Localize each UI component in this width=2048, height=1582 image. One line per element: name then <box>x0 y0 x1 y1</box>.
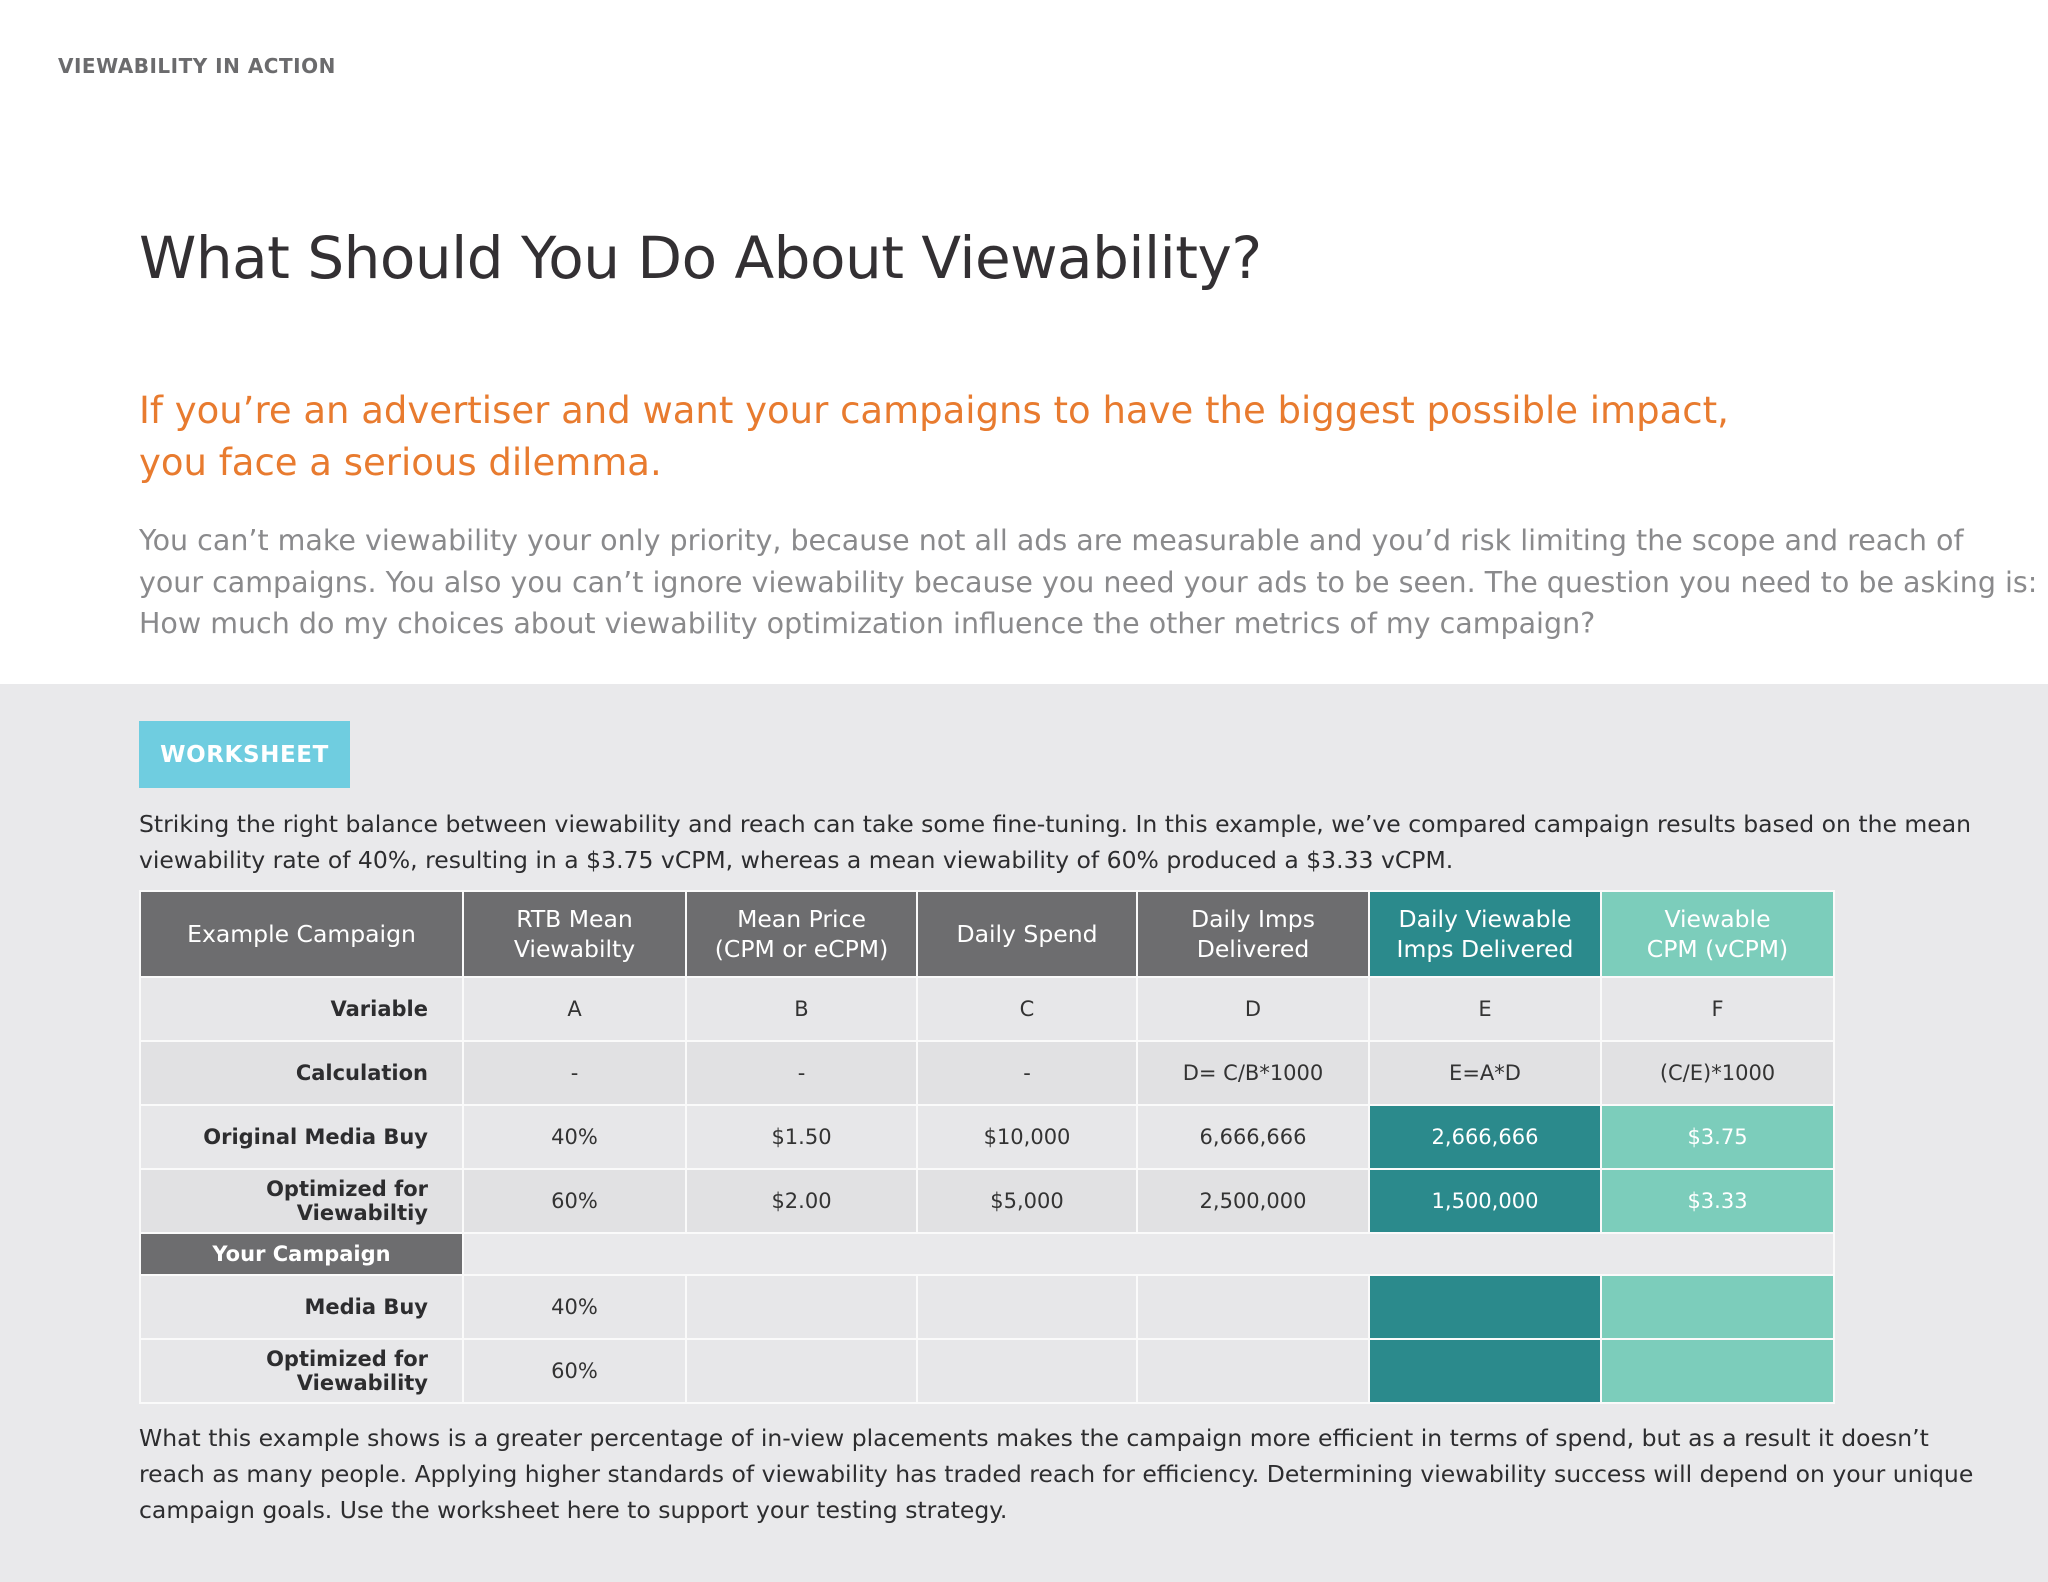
table-cell-empty[interactable] <box>916 1274 1138 1340</box>
table-cell: $1.50 <box>685 1104 918 1170</box>
table-cell-viewable-imps: 2,666,666 <box>1368 1104 1602 1170</box>
table-cell: $2.00 <box>685 1168 918 1234</box>
header-mean-price: Mean Price (CPM or eCPM) <box>685 890 918 978</box>
table-cell: B <box>685 976 918 1042</box>
table-cell: $10,000 <box>916 1104 1138 1170</box>
header-vcpm: Viewable CPM (vCPM) <box>1600 890 1835 978</box>
intro-line: How much do my choices about viewability… <box>139 607 1596 640</box>
table-cell: E=A*D <box>1368 1040 1602 1106</box>
worksheet-intro: Striking the right balance between viewa… <box>139 806 2019 878</box>
table-cell: A <box>462 976 687 1042</box>
table-cell: 2,500,000 <box>1136 1168 1370 1234</box>
row-label: Optimized for Viewabiltiy <box>139 1168 464 1234</box>
table-cell: $5,000 <box>916 1168 1138 1234</box>
table-row: Variable A B C D E F <box>139 976 1835 1042</box>
table-cell-empty[interactable] <box>916 1338 1138 1404</box>
your-campaign-label: Your Campaign <box>139 1232 464 1276</box>
your-campaign-row: Your Campaign <box>139 1232 1835 1276</box>
worksheet-intro-line: Striking the right balance between viewa… <box>139 810 1972 838</box>
table-cell-empty[interactable] <box>1136 1338 1370 1404</box>
table-cell: 40% <box>462 1104 687 1170</box>
table-row: Calculation - - - D= C/B*1000 E=A*D (C/E… <box>139 1040 1835 1106</box>
table-cell: - <box>916 1040 1138 1106</box>
table-cell: - <box>462 1040 687 1106</box>
table-cell-empty[interactable] <box>1136 1274 1370 1340</box>
table-row: Optimized for Viewabiltiy 60% $2.00 $5,0… <box>139 1168 1835 1234</box>
table-cell: D <box>1136 976 1370 1042</box>
table-cell: 6,666,666 <box>1136 1104 1370 1170</box>
page-title: What Should You Do About Viewability? <box>139 224 1262 292</box>
header-daily-viewable-imps: Daily Viewable Imps Delivered <box>1368 890 1602 978</box>
worksheet-conclusion-line: reach as many people. Applying higher st… <box>139 1460 1974 1488</box>
worksheet-intro-line: viewability rate of 40%, resulting in a … <box>139 846 1454 874</box>
table-cell-viewable-imps[interactable] <box>1368 1338 1602 1404</box>
table-cell: 40% <box>462 1274 687 1340</box>
intro-paragraph: You can’t make viewability your only pri… <box>139 520 2038 645</box>
table-cell-vcpm[interactable] <box>1600 1274 1835 1340</box>
row-label: Media Buy <box>139 1274 464 1340</box>
intro-line: your campaigns. You also you can’t ignor… <box>139 565 2038 599</box>
header-example-campaign: Example Campaign <box>139 890 464 978</box>
table-row: Optimized for Viewability 60% <box>139 1338 1835 1404</box>
table-row: Media Buy 40% <box>139 1274 1835 1340</box>
table-cell-vcpm[interactable] <box>1600 1338 1835 1404</box>
table-cell: - <box>685 1040 918 1106</box>
lead-paragraph: If you’re an advertiser and want your ca… <box>139 385 1839 489</box>
table-row: Original Media Buy 40% $1.50 $10,000 6,6… <box>139 1104 1835 1170</box>
table-header-row: Example Campaign RTB Mean Viewabilty Mean… <box>139 890 1835 978</box>
row-label: Variable <box>139 976 464 1042</box>
table-cell: (C/E)*1000 <box>1600 1040 1835 1106</box>
table-cell-vcpm: $3.33 <box>1600 1168 1835 1234</box>
row-label: Original Media Buy <box>139 1104 464 1170</box>
table-cell: E <box>1368 976 1602 1042</box>
header-daily-spend: Daily Spend <box>916 890 1138 978</box>
table-cell: 60% <box>462 1338 687 1404</box>
header-rtb-mean-viewability: RTB Mean Viewabilty <box>462 890 687 978</box>
row-label: Calculation <box>139 1040 464 1106</box>
worksheet-badge: WORKSHEET <box>139 721 350 788</box>
table-cell: 60% <box>462 1168 687 1234</box>
intro-line: You can’t make viewability your only pri… <box>139 524 1964 557</box>
lead-line: you face a serious dilemma. <box>139 441 662 484</box>
section-eyebrow: VIEWABILITY IN ACTION <box>58 54 336 78</box>
table-cell: D= C/B*1000 <box>1136 1040 1370 1106</box>
table-cell-empty[interactable] <box>685 1338 918 1404</box>
worksheet-conclusion-line: campaign goals. Use the worksheet here t… <box>139 1496 1008 1524</box>
table-cell-empty[interactable] <box>685 1274 918 1340</box>
worksheet-conclusion-line: What this example shows is a greater per… <box>139 1424 1929 1452</box>
table-cell-viewable-imps: 1,500,000 <box>1368 1168 1602 1234</box>
row-label: Optimized for Viewability <box>139 1338 464 1404</box>
table-cell-viewable-imps[interactable] <box>1368 1274 1602 1340</box>
your-campaign-spacer <box>462 1232 1835 1276</box>
header-daily-imps: Daily Imps Delivered <box>1136 890 1370 978</box>
worksheet-conclusion: What this example shows is a greater per… <box>139 1420 2019 1528</box>
table-cell-vcpm: $3.75 <box>1600 1104 1835 1170</box>
worksheet-table: Example Campaign RTB Mean Viewabilty Mean… <box>139 890 1835 1404</box>
table-cell: F <box>1600 976 1835 1042</box>
lead-line: If you’re an advertiser and want your ca… <box>139 389 1729 432</box>
table-cell: C <box>916 976 1138 1042</box>
